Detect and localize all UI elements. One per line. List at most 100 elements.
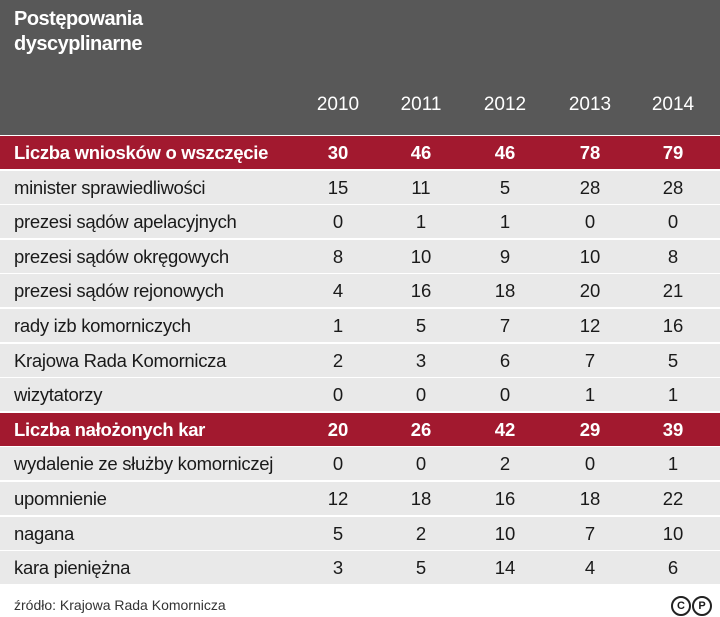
cell-value: 46: [494, 142, 516, 163]
cell-value: 3: [415, 349, 427, 371]
row-label: upomnienie: [14, 488, 107, 509]
cell-value: 4: [584, 557, 596, 579]
cell-value: 15: [327, 176, 349, 198]
row-label: wizytatorzy: [14, 384, 103, 406]
row-label: kara pieniężna: [14, 557, 131, 579]
column-header: 2010: [316, 94, 360, 115]
cell-value: 0: [332, 453, 344, 475]
row: nagana 5 2 10 7 10: [0, 516, 720, 551]
row-label: Liczba wniosków o wszczęcie: [14, 142, 269, 163]
row: wydalenie ze służby komorniczej 0 0 2 0 1: [0, 447, 720, 482]
cell-value: 46: [410, 142, 432, 163]
cell-value: 21: [662, 280, 684, 302]
cell-value: 7: [499, 315, 511, 336]
row: prezesi sądów okręgowych 8 10 9 10 8: [0, 239, 720, 274]
row: kara pieniężna 3 5 14 4 6: [0, 551, 720, 586]
title-line: dyscyplinarne: [14, 33, 143, 55]
cell-value: 6: [499, 349, 511, 371]
cell-value: 16: [662, 315, 684, 336]
cell-value: 8: [332, 245, 344, 267]
cell-value: 7: [584, 349, 596, 371]
cell-value: 0: [499, 384, 511, 406]
cell-value: 1: [667, 384, 679, 406]
cell-value: 20: [579, 280, 601, 302]
cell-value: 28: [662, 176, 684, 198]
cell-value: 0: [332, 211, 344, 233]
cell-value: 14: [494, 557, 516, 579]
row: prezesi sądów apelacyjnych 0 1 1 0 0: [0, 205, 720, 240]
cell-value: 10: [579, 245, 601, 267]
cell-value: 10: [410, 245, 432, 267]
summary-row: Liczba wniosków o wszczęcie 30 46 46 78 79: [0, 136, 720, 170]
cell-value: 7: [584, 522, 596, 544]
cell-value: 5: [332, 522, 344, 544]
cell-value: 16: [494, 488, 516, 509]
row-label: prezesi sądów rejonowych: [14, 280, 224, 302]
row: upomnienie 12 18 16 18 22: [0, 482, 720, 516]
row-label: prezesi sądów apelacyjnych: [14, 211, 237, 233]
row-label: Krajowa Rada Komornicza: [14, 349, 227, 371]
row: prezesi sądów rejonowych 4 16 18 20 21: [0, 274, 720, 309]
cell-value: 30: [327, 142, 349, 163]
cell-value: 28: [579, 176, 601, 198]
column-header: 2014: [651, 94, 695, 115]
row-label: rady izb komorniczych: [14, 315, 191, 336]
cell-value: 0: [415, 384, 427, 406]
row-label: wydalenie ze służby komorniczej: [14, 453, 274, 475]
cell-value: 20: [327, 418, 349, 440]
cell-value: 16: [410, 280, 432, 302]
license-icon: C: [671, 596, 691, 616]
cell-value: 2: [415, 522, 427, 544]
cell-value: 5: [415, 315, 427, 336]
cell-value: 0: [415, 453, 427, 475]
cell-value: 39: [662, 418, 684, 440]
license-icon: P: [692, 596, 712, 616]
cell-value: 10: [662, 522, 684, 544]
cell-value: 8: [667, 245, 679, 267]
cell-value: 12: [579, 315, 601, 336]
row: rady izb komorniczych 1 5 7 12 16: [0, 309, 720, 343]
license-icons: C P: [671, 596, 712, 616]
cell-value: 1: [415, 211, 427, 233]
cell-value: 5: [415, 557, 427, 579]
cell-value: 1: [667, 453, 679, 475]
row: wizytatorzy 0 0 0 1 1: [0, 378, 720, 413]
cell-value: 5: [667, 349, 679, 371]
cell-value: 12: [327, 488, 349, 509]
row-label: nagana: [14, 522, 74, 544]
cell-value: 18: [410, 488, 432, 509]
cell-value: 10: [494, 522, 516, 544]
cell-value: 0: [332, 384, 344, 406]
cell-value: 0: [584, 453, 596, 475]
cell-value: 9: [499, 245, 511, 267]
column-header: 2011: [400, 94, 442, 115]
cell-value: 6: [667, 557, 679, 579]
cell-value: 5: [499, 176, 511, 198]
summary-row: Liczba nałożonych kar 20 26 42 29 39: [0, 412, 720, 447]
cell-value: 42: [494, 418, 516, 440]
cell-value: 0: [667, 211, 679, 233]
cell-value: 26: [410, 418, 432, 440]
row: minister sprawiedliwości 15 11 5 28 28: [0, 170, 720, 205]
cell-value: 79: [662, 142, 684, 163]
cell-value: 18: [579, 488, 601, 509]
cell-value: 4: [332, 280, 344, 302]
cell-value: 29: [579, 418, 601, 440]
row-label: minister sprawiedliwości: [14, 176, 206, 198]
cell-value: 2: [332, 349, 344, 371]
cell-value: 22: [662, 488, 684, 509]
column-header: 2013: [568, 94, 612, 115]
cell-value: 2: [499, 453, 511, 475]
cell-value: 78: [579, 142, 601, 163]
column-header: 2012: [483, 94, 527, 115]
cell-value: 1: [584, 384, 596, 406]
row-label: Liczba nałożonych kar: [14, 418, 206, 440]
source: źródło: Krajowa Rada Komornicza: [14, 597, 226, 613]
cell-value: 1: [332, 315, 344, 336]
header: Postępowania dyscyplinarne 2010 2011 2012 2…: [0, 0, 720, 135]
cell-value: 18: [494, 280, 516, 302]
title-line: Postępowania: [14, 8, 143, 30]
cell-value: 3: [332, 557, 344, 579]
row-label: prezesi sądów okręgowych: [14, 245, 229, 267]
